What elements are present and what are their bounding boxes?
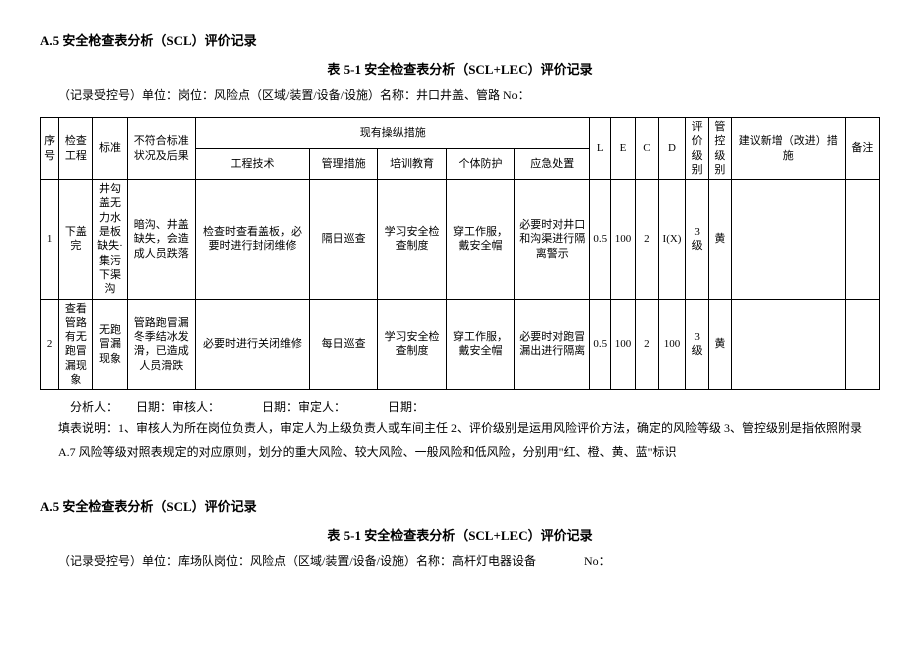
th-train: 培训教育	[378, 149, 446, 180]
th-emg: 应急处置	[515, 149, 590, 180]
th-l: L	[590, 118, 611, 180]
table-title-1: 表 5-1 安全检查表分析（SCL+LEC）评价记录	[40, 59, 880, 78]
th-ctrl: 管控级别	[708, 118, 731, 180]
cell-nonconf: 管路跑冒漏冬季结冰发滑，已造成人员滑跌	[127, 299, 195, 390]
cell-std: 井勾盖无力水是板缺失·集污下渠沟	[93, 180, 127, 299]
header-row-1: 序号 检查工程 标准 不符合标准状况及后果 现有操纵措施 L E C D 评价级…	[41, 118, 880, 149]
cell-level: 3 级	[686, 180, 709, 299]
cell-train: 学习安全检查制度	[378, 299, 446, 390]
th-mgmt: 管理措施	[309, 149, 377, 180]
cell-e: 100	[610, 180, 635, 299]
cell-suggest	[731, 299, 845, 390]
cell-d: 100	[658, 299, 685, 390]
cell-e: 100	[610, 299, 635, 390]
table-title-2: 表 5-1 安全检查表分析（SCL+LEC）评价记录	[40, 525, 880, 544]
cell-emg: 必要时对跑冒漏出进行隔离	[515, 299, 590, 390]
cell-mgmt: 隔日巡查	[309, 180, 377, 299]
signature-line: 分析人： 日期：审核人： 日期：审定人： 日期：	[70, 398, 880, 415]
th-nonconf: 不符合标准状况及后果	[127, 118, 195, 180]
cell-l: 0.5	[590, 180, 611, 299]
th-remark: 备注	[845, 118, 879, 180]
meta-line-1: （记录受控号）单位：岗位：风险点（区域/装置/设备/设施）名称：井口井盖、管路 …	[58, 86, 880, 103]
cell-ppe: 穿工作服，戴安全帽	[446, 299, 514, 390]
cell-item: 下盖完	[59, 180, 93, 299]
th-suggest: 建议新增（改进）措施	[731, 118, 845, 180]
th-seq: 序号	[41, 118, 59, 180]
note-1: 填表说明：1、审核人为所在岗位负责人，审定人为上级负责人或车间主任 2、评价级别…	[58, 419, 880, 438]
cell-suggest	[731, 180, 845, 299]
cell-train: 学习安全检查制度	[378, 180, 446, 299]
th-c: C	[636, 118, 659, 180]
th-e: E	[610, 118, 635, 180]
section-title-2: A.5 安全检查表分析（SCL）评价记录	[40, 496, 880, 515]
section-title-1: A.5 安全枪查表分析（SCL）评价记录	[40, 30, 880, 49]
cell-eng: 必要时进行关闭维修	[196, 299, 310, 390]
table-row: 2 查看管路有无跑冒漏现象 无跑冒漏现象 管路跑冒漏冬季结冰发滑，已造成人员滑跌…	[41, 299, 880, 390]
cell-emg: 必要时对井口和沟渠进行隔离警示	[515, 180, 590, 299]
cell-nonconf: 暗沟、井盖缺失，会造成人员跌落	[127, 180, 195, 299]
cell-ctrl: 黄	[708, 299, 731, 390]
th-level: 评价级别	[686, 118, 709, 180]
th-ppe: 个体防护	[446, 149, 514, 180]
cell-ppe: 穿工作服，戴安全帽	[446, 180, 514, 299]
cell-l: 0.5	[590, 299, 611, 390]
th-d: D	[658, 118, 685, 180]
cell-d: I(X)	[658, 180, 685, 299]
th-measures: 现有操纵措施	[196, 118, 590, 149]
table-row: 1 下盖完 井勾盖无力水是板缺失·集污下渠沟 暗沟、井盖缺失，会造成人员跌落 检…	[41, 180, 880, 299]
cell-ctrl: 黄	[708, 180, 731, 299]
meta-line-2: （记录受控号）单位：库场队岗位：风险点（区域/装置/设备/设施）名称：高杆灯电器…	[58, 552, 880, 569]
cell-mgmt: 每日巡查	[309, 299, 377, 390]
cell-level: 3 级	[686, 299, 709, 390]
cell-c: 2	[636, 180, 659, 299]
th-eng: 工程技术	[196, 149, 310, 180]
cell-seq: 1	[41, 180, 59, 299]
cell-seq: 2	[41, 299, 59, 390]
th-std: 标准	[93, 118, 127, 180]
cell-remark	[845, 299, 879, 390]
cell-eng: 检查时查看盖板，必要时进行封闭维修	[196, 180, 310, 299]
note-2: A.7 风险等级对照表规定的对应原则，划分的重大风险、较大风险、一般风险和低风险…	[58, 443, 880, 462]
th-item: 检查工程	[59, 118, 93, 180]
cell-c: 2	[636, 299, 659, 390]
cell-item: 查看管路有无跑冒漏现象	[59, 299, 93, 390]
cell-remark	[845, 180, 879, 299]
scl-table: 序号 检查工程 标准 不符合标准状况及后果 现有操纵措施 L E C D 评价级…	[40, 117, 880, 390]
cell-std: 无跑冒漏现象	[93, 299, 127, 390]
